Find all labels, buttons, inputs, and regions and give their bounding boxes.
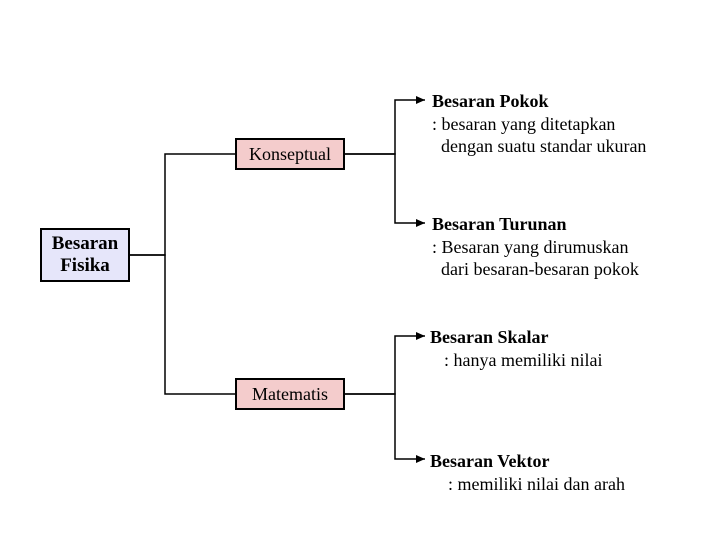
leaf-desc: : Besaran yang dirumuskan dari besaran-b… (432, 237, 639, 280)
node-label: BesaranFisika (52, 233, 119, 277)
leaf-title: Besaran Skalar (430, 326, 710, 349)
leaf-desc: : hanya memiliki nilai (430, 349, 710, 372)
node-matematis: Matematis (235, 378, 345, 410)
leaf-besaran-pokok: Besaran Pokok : besaran yang ditetapkan … (432, 90, 712, 158)
leaf-besaran-skalar: Besaran Skalar : hanya memiliki nilai (430, 326, 710, 371)
node-konseptual: Konseptual (235, 138, 345, 170)
node-besaran-fisika: BesaranFisika (40, 228, 130, 282)
node-label: Matematis (252, 384, 328, 405)
leaf-title: Besaran Vektor (430, 450, 710, 473)
leaf-title: Besaran Turunan (432, 214, 567, 234)
leaf-desc: : besaran yang ditetapkan dengan suatu s… (432, 114, 646, 157)
node-label: Konseptual (249, 144, 331, 165)
leaf-besaran-vektor: Besaran Vektor : memiliki nilai dan arah (430, 450, 710, 495)
leaf-desc: : memiliki nilai dan arah (430, 473, 710, 496)
leaf-title: Besaran Pokok (432, 91, 549, 111)
leaf-besaran-turunan: Besaran Turunan : Besaran yang dirumuska… (432, 213, 712, 281)
